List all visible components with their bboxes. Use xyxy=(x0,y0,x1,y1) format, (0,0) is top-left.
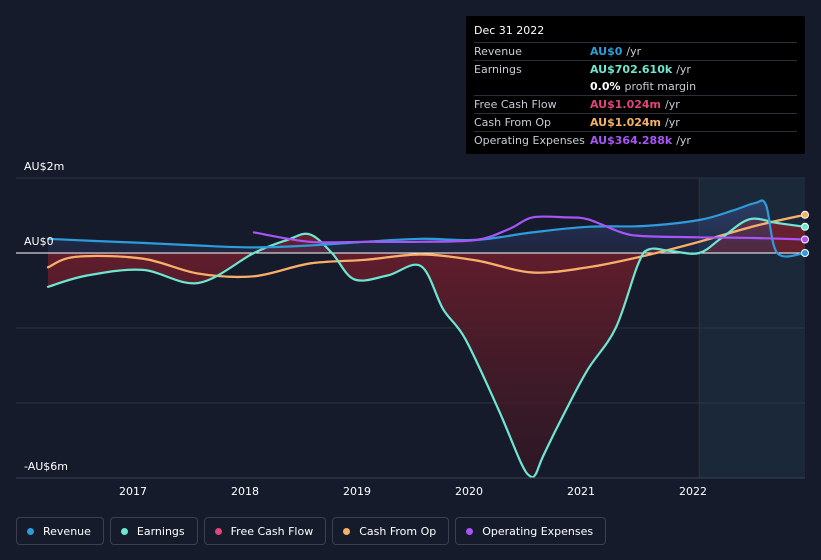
tooltip-unit: /yr xyxy=(626,45,642,58)
tooltip-label: Cash From Op xyxy=(474,116,552,129)
tooltip-date: Dec 31 2022 xyxy=(474,24,545,37)
tooltip-unit: profit margin xyxy=(624,80,697,93)
earnings-area xyxy=(48,218,805,478)
tooltip-value: 0.0% xyxy=(590,80,621,93)
tooltip-unit: /yr xyxy=(676,63,691,76)
legend-dot-icon xyxy=(120,527,128,535)
y-label-top: AU$2m xyxy=(24,160,65,173)
tooltip-row-profit-margin: 0.0% profit margin xyxy=(474,78,797,95)
legend-label: Free Cash Flow xyxy=(230,524,314,538)
tooltip-row-fcf: Free Cash Flow AU$1.024m /yr xyxy=(474,95,797,113)
legend-item-opex[interactable]: Operating Expenses xyxy=(455,517,607,545)
series-end-marker-cfo xyxy=(801,210,809,219)
y-label-bottom: -AU$6m xyxy=(24,460,69,473)
x-tick-label: 2021 xyxy=(567,485,595,498)
series-end-marker-opex xyxy=(801,235,809,244)
series-line-cfo xyxy=(46,213,807,279)
tooltip-value: AU$0 xyxy=(590,45,623,58)
x-tick-label: 2017 xyxy=(119,485,147,498)
tooltip-unit: /yr xyxy=(665,98,680,111)
tooltip-unit: /yr xyxy=(676,134,691,147)
legend-dot-icon xyxy=(466,527,474,535)
legend-dot-icon xyxy=(214,527,222,535)
legend-label: Earnings xyxy=(136,524,185,538)
series-end-marker-revenue xyxy=(801,249,809,257)
tooltip-value: AU$702.610k xyxy=(590,63,673,76)
tooltip-row-cfo: Cash From Op AU$1.024m /yr xyxy=(474,113,797,131)
chart-legend: Revenue Earnings Free Cash Flow Cash Fro… xyxy=(16,517,607,545)
tooltip-label: Revenue xyxy=(474,45,522,58)
tooltip-value: AU$364.288k xyxy=(590,134,673,147)
revenue-area xyxy=(48,200,805,257)
legend-dot-icon xyxy=(27,527,34,535)
series-line-earnings xyxy=(46,217,807,479)
tooltip-label: Free Cash Flow xyxy=(474,98,557,111)
tooltip-row-revenue: Revenue AU$0 /yr xyxy=(474,42,797,60)
tooltip-label: Operating Expenses xyxy=(474,134,585,147)
x-tick-label: 2020 xyxy=(455,485,483,498)
legend-item-earnings[interactable]: Earnings xyxy=(109,517,198,545)
x-tick-label: 2019 xyxy=(343,485,371,498)
legend-item-fcf[interactable]: Free Cash Flow xyxy=(203,517,327,545)
tooltip-row-opex: Operating Expenses AU$364.288k /yr xyxy=(474,131,797,149)
x-tick-label: 2018 xyxy=(231,485,259,498)
tooltip-label: Earnings xyxy=(474,63,522,76)
tooltip-value: AU$1.024m xyxy=(590,116,662,129)
legend-item-cfo[interactable]: Cash From Op xyxy=(332,517,450,545)
legend-label: Revenue xyxy=(43,524,91,538)
y-label-zero: AU$0 xyxy=(24,235,54,248)
data-tooltip: Dec 31 2022 Revenue AU$0 /yr Earnings AU… xyxy=(466,16,805,154)
tooltip-value: AU$1.024m xyxy=(590,98,662,111)
tooltip-row-earnings: Earnings AU$702.610k /yr xyxy=(474,60,797,78)
legend-label: Operating Expenses xyxy=(482,524,594,538)
series-end-marker-earnings xyxy=(801,222,809,231)
legend-label: Cash From Op xyxy=(359,524,437,538)
tooltip-unit: /yr xyxy=(665,116,680,129)
legend-item-revenue[interactable]: Revenue xyxy=(16,517,104,545)
x-tick-label: 2022 xyxy=(679,485,707,498)
legend-dot-icon xyxy=(343,527,351,535)
series-line-revenue xyxy=(46,199,807,258)
series-line-opex xyxy=(252,215,807,244)
